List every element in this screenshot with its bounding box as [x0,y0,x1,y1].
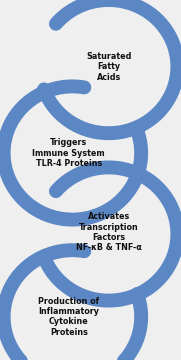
Text: Saturated
Fatty
Acids: Saturated Fatty Acids [86,52,131,81]
Text: Production of
Inflammatory
Cytokine
Proteins: Production of Inflammatory Cytokine Prot… [38,297,99,337]
Text: Activates
Transcription
Factors
NF-κB & TNF-α: Activates Transcription Factors NF-κB & … [76,212,142,252]
Text: Triggers
Immune System
TLR-4 Proteins: Triggers Immune System TLR-4 Proteins [32,138,105,168]
